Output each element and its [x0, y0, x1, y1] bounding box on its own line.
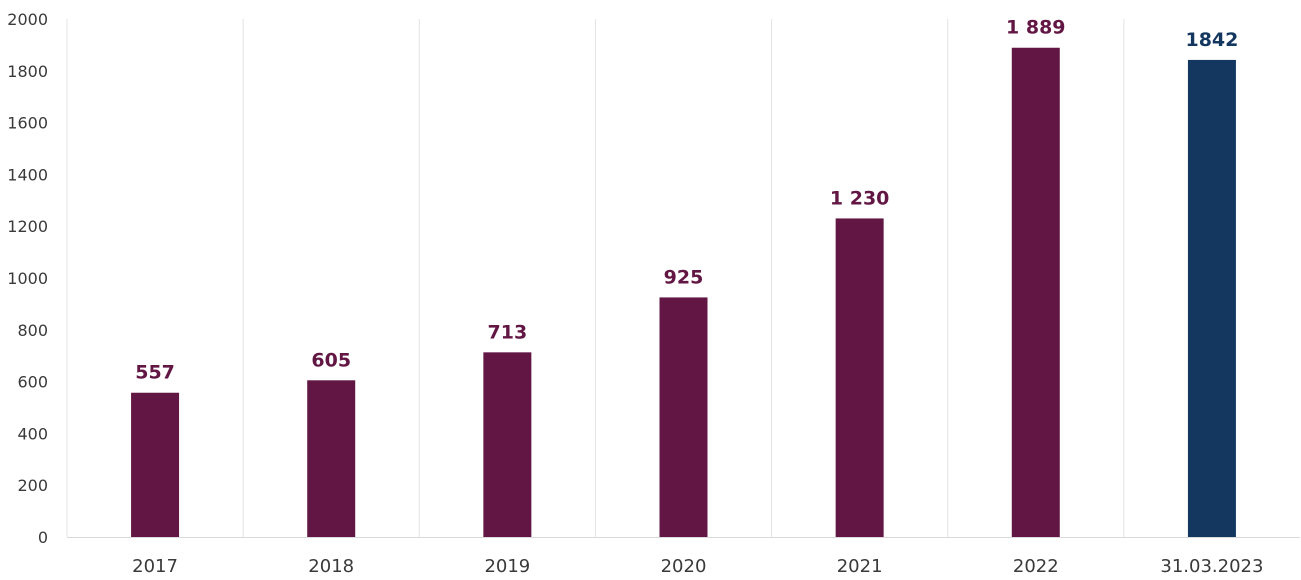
x-tick-label: 2021	[837, 556, 883, 577]
data-label: 1842	[1185, 29, 1238, 51]
data-label: 925	[664, 266, 704, 288]
y-tick-label: 1800	[7, 62, 48, 81]
bar-2019	[483, 352, 532, 537]
x-tick-label: 2019	[484, 556, 530, 577]
y-tick-label: 400	[17, 424, 48, 443]
bar-2018	[307, 380, 356, 537]
data-label: 605	[311, 349, 351, 371]
data-label: 713	[488, 321, 528, 343]
bar-2021	[835, 218, 884, 537]
y-tick-label: 1200	[7, 217, 48, 236]
bar-2017	[131, 392, 180, 537]
bar-2022	[1011, 47, 1060, 538]
x-axis: 2017 2018 2019 2020 2021 2022 31.03.2023	[67, 537, 1300, 577]
x-tick-label: 31.03.2023	[1160, 556, 1263, 577]
x-tick-label: 2020	[661, 556, 707, 577]
y-tick-label: 1000	[7, 269, 48, 288]
x-tick-label: 2017	[132, 556, 178, 577]
y-tick-label: 2000	[7, 10, 48, 29]
data-label: 557	[135, 362, 175, 384]
y-tick-label: 600	[17, 373, 48, 392]
y-tick-label: 200	[17, 476, 48, 495]
category-separators	[66, 19, 1125, 537]
x-tick-label: 2018	[308, 556, 354, 577]
bar-2020	[659, 297, 708, 537]
data-label: 1 889	[1006, 17, 1066, 39]
data-labels: 557 605 713 925 1 230 1 889 1842	[135, 17, 1238, 384]
y-axis: 0 200 400 600 800 1000 1200 1400 1600 1800 2000	[7, 10, 48, 547]
y-tick-label: 0	[38, 528, 48, 547]
x-tick-label: 2022	[1013, 556, 1059, 577]
y-tick-label: 1400	[7, 165, 48, 184]
bars	[131, 47, 1236, 538]
y-tick-label: 1600	[7, 114, 48, 133]
bar-31-03-2023	[1187, 59, 1236, 538]
y-tick-label: 800	[17, 321, 48, 340]
data-label: 1 230	[830, 187, 890, 209]
